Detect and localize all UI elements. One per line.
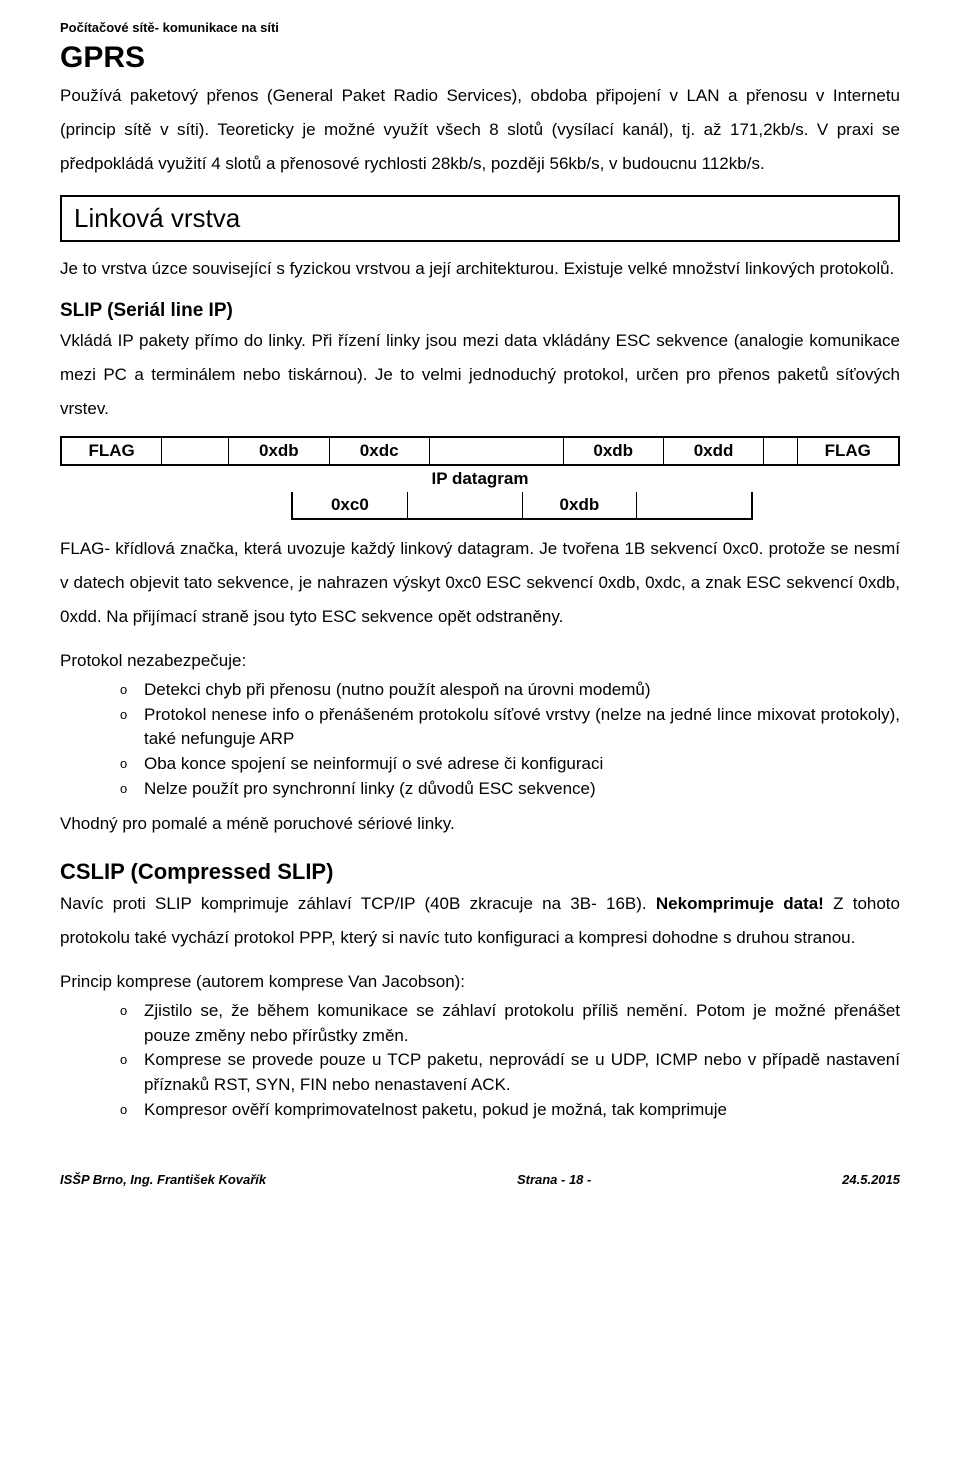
list-item: Protokol nenese info o přenášeném protok… xyxy=(120,703,900,752)
slip-cell xyxy=(162,438,229,464)
slip-cell xyxy=(408,492,523,518)
footer-left: ISŠP Brno, Ing. František Kovařík xyxy=(60,1172,266,1187)
list-item: Komprese se provede pouze u TCP paketu, … xyxy=(120,1048,900,1097)
list-item: Zjistilo se, že během komunikace se záhl… xyxy=(120,999,900,1048)
slip-cell xyxy=(764,438,797,464)
slip-cell: FLAG xyxy=(798,438,898,464)
slip-vhodny: Vhodný pro pomalé a méně poruchové sério… xyxy=(60,807,900,841)
linkova-title: Linková vrstva xyxy=(74,203,886,234)
linkova-section-box: Linková vrstva xyxy=(60,195,900,242)
slip-cell: 0xdb xyxy=(564,438,664,464)
list-item: Detekci chyb při přenosu (nutno použít a… xyxy=(120,678,900,703)
slip-cell xyxy=(637,492,751,518)
page-header: Počítačové sítě- komunikace na síti xyxy=(60,20,900,35)
cslip-paragraph: Navíc proti SLIP komprimuje záhlaví TCP/… xyxy=(60,887,900,955)
cslip-princip-list: Zjistilo se, že během komunikace se záhl… xyxy=(120,999,900,1122)
footer-center: Strana - 18 - xyxy=(517,1172,591,1187)
slip-cell: 0xc0 xyxy=(293,492,408,518)
slip-cell: FLAG xyxy=(62,438,162,464)
cslip-text-a: Navíc proti SLIP komprimuje záhlaví TCP/… xyxy=(60,894,656,913)
slip-diagram: FLAG0xdb0xdc0xdb0xddFLAG IP datagram 0xc… xyxy=(60,436,900,520)
list-item: Kompresor ověří komprimovatelnost paketu… xyxy=(120,1098,900,1123)
slip-cell: 0xdd xyxy=(664,438,764,464)
slip-cell: 0xdb xyxy=(523,492,638,518)
slip-cell xyxy=(430,438,564,464)
cslip-text-b: Nekomprimuje data! xyxy=(656,894,824,913)
slip-paragraph-2: FLAG- křídlová značka, která uvozuje kaž… xyxy=(60,532,900,634)
linkova-paragraph: Je to vrstva úzce související s fyzickou… xyxy=(60,252,900,286)
slip-middle-label: IP datagram xyxy=(60,466,900,492)
slip-title: SLIP (Seriál line IP) xyxy=(60,300,900,322)
cslip-princip-label: Princip komprese (autorem komprese Van J… xyxy=(60,965,900,999)
slip-row-2: 0xc0 0xdb xyxy=(291,492,753,520)
cslip-title: CSLIP (Compressed SLIP) xyxy=(60,859,900,885)
slip-nezab-label: Protokol nezabezpečuje: xyxy=(60,644,900,678)
gprs-title: GPRS xyxy=(60,41,900,75)
list-item: Nelze použít pro synchronní linky (z dův… xyxy=(120,777,900,802)
footer-right: 24.5.2015 xyxy=(842,1172,900,1187)
slip-nezab-list: Detekci chyb při přenosu (nutno použít a… xyxy=(120,678,900,801)
slip-paragraph-1: Vkládá IP pakety přímo do linky. Při říz… xyxy=(60,324,900,426)
slip-row-1: FLAG0xdb0xdc0xdb0xddFLAG xyxy=(60,436,900,466)
list-item: Oba konce spojení se neinformují o své a… xyxy=(120,752,900,777)
slip-cell: 0xdc xyxy=(330,438,430,464)
gprs-paragraph: Používá paketový přenos (General Paket R… xyxy=(60,79,900,181)
slip-cell: 0xdb xyxy=(229,438,329,464)
page-footer: ISŠP Brno, Ing. František Kovařík Strana… xyxy=(60,1172,900,1187)
